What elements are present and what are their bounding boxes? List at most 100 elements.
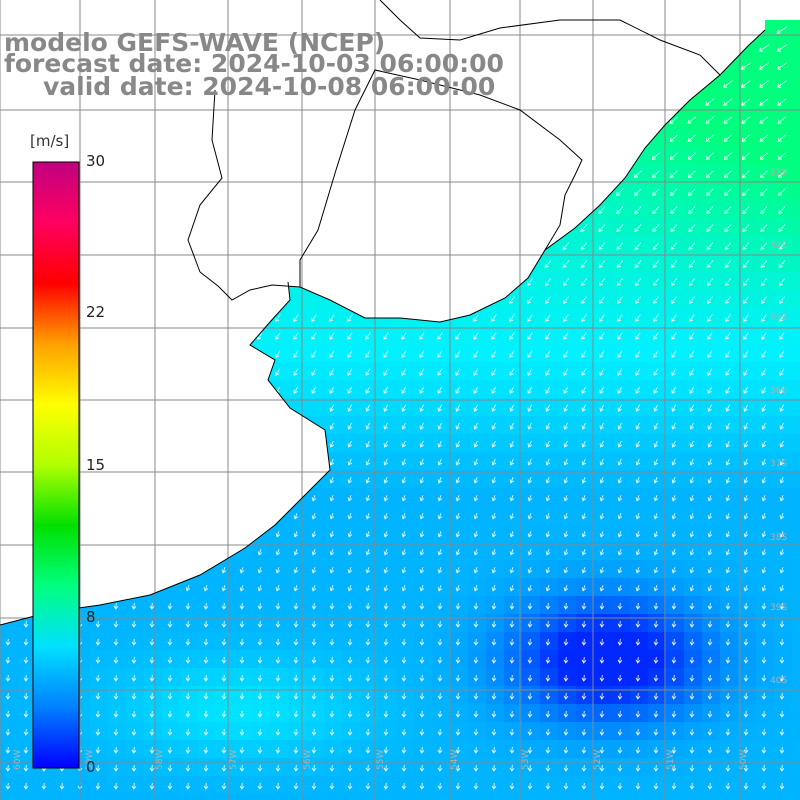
wind-cell bbox=[180, 578, 199, 597]
wind-arrow bbox=[383, 728, 389, 736]
wind-arrow bbox=[347, 404, 352, 412]
wind-arrow bbox=[23, 764, 29, 772]
wind-arrow bbox=[759, 98, 769, 106]
wind-arrow bbox=[419, 350, 425, 358]
wind-arrow bbox=[113, 764, 119, 772]
wind-cell bbox=[648, 380, 667, 399]
wind-arrow bbox=[329, 332, 335, 340]
wind-cell bbox=[396, 758, 415, 777]
wind-arrow bbox=[455, 531, 461, 538]
wind-arrow bbox=[776, 62, 787, 70]
wind-cell bbox=[630, 596, 649, 615]
wind-cell bbox=[270, 596, 289, 615]
wind-cell bbox=[738, 650, 757, 669]
wind-arrow bbox=[581, 638, 587, 646]
wind-arrow bbox=[239, 728, 245, 736]
wind-cell bbox=[594, 632, 613, 651]
wind-arrow bbox=[652, 224, 660, 233]
wind-cell bbox=[738, 218, 757, 237]
wind-cell bbox=[18, 794, 37, 800]
wind-arrow bbox=[671, 513, 677, 520]
wind-arrow bbox=[293, 602, 299, 610]
wind-arrow bbox=[563, 368, 569, 376]
wind-cell bbox=[198, 722, 217, 741]
wind-cell bbox=[522, 578, 541, 597]
longitude-label: 57W bbox=[229, 750, 239, 770]
wind-cell bbox=[396, 578, 415, 597]
wind-cell bbox=[486, 524, 505, 543]
wind-cell bbox=[612, 560, 631, 579]
wind-arrow bbox=[383, 404, 388, 412]
wind-arrow bbox=[670, 278, 677, 286]
wind-arrow bbox=[239, 638, 245, 646]
wind-cell bbox=[288, 614, 307, 633]
wind-cell bbox=[612, 308, 631, 327]
wind-cell bbox=[378, 578, 397, 597]
wind-arrow bbox=[455, 513, 461, 520]
wind-arrow bbox=[761, 638, 767, 646]
wind-cell bbox=[180, 758, 199, 777]
wind-arrow bbox=[687, 116, 697, 124]
wind-arrow bbox=[131, 782, 137, 790]
wind-arrow bbox=[707, 332, 713, 340]
wind-arrow bbox=[653, 764, 659, 772]
wind-cell bbox=[144, 650, 163, 669]
wind-cell bbox=[198, 614, 217, 633]
wind-arrow bbox=[580, 224, 588, 233]
wind-arrow bbox=[239, 656, 245, 664]
wind-arrow bbox=[329, 638, 335, 646]
colorbar-tick-0: 0 bbox=[86, 758, 96, 776]
wind-arrow bbox=[779, 386, 785, 394]
wind-arrow bbox=[509, 440, 514, 448]
wind-cell bbox=[558, 452, 577, 471]
wind-arrow bbox=[185, 674, 191, 682]
wind-arrow bbox=[669, 170, 678, 178]
wind-arrow bbox=[437, 549, 443, 556]
wind-arrow bbox=[491, 692, 497, 700]
wind-arrow bbox=[203, 728, 209, 736]
wind-cell bbox=[792, 38, 800, 57]
wind-arrow bbox=[293, 728, 299, 736]
wind-arrow bbox=[527, 656, 533, 664]
wind-arrow bbox=[509, 296, 515, 304]
wind-cell bbox=[468, 362, 487, 381]
wind-cell bbox=[648, 776, 667, 795]
wind-cell bbox=[630, 578, 649, 597]
wind-cell bbox=[792, 578, 800, 597]
wind-arrow bbox=[473, 404, 478, 412]
wind-arrow bbox=[563, 620, 569, 628]
wind-arrow bbox=[759, 134, 769, 142]
wind-cell bbox=[396, 506, 415, 525]
wind-cell bbox=[702, 524, 721, 543]
wind-cell bbox=[342, 326, 361, 345]
wind-arrow bbox=[563, 314, 569, 323]
wind-arrow bbox=[437, 368, 443, 376]
wind-arrow bbox=[383, 746, 389, 754]
wind-arrow bbox=[545, 620, 551, 628]
wind-arrow bbox=[706, 260, 714, 268]
wind-cell bbox=[720, 650, 739, 669]
wind-arrow bbox=[473, 422, 478, 430]
wind-arrow bbox=[653, 620, 659, 628]
wind-arrow bbox=[544, 260, 552, 268]
wind-arrow bbox=[671, 692, 677, 700]
wind-cell bbox=[360, 362, 379, 381]
wind-arrow bbox=[383, 549, 389, 556]
wind-cell bbox=[396, 776, 415, 795]
wind-cell bbox=[270, 668, 289, 687]
wind-arrow bbox=[329, 782, 335, 790]
wind-arrow bbox=[347, 440, 352, 448]
wind-cell bbox=[270, 704, 289, 723]
wind-cell bbox=[342, 740, 361, 759]
wind-arrow bbox=[167, 710, 173, 718]
wind-cell bbox=[720, 488, 739, 507]
wind-arrow bbox=[401, 764, 407, 772]
wind-cell bbox=[702, 794, 721, 800]
wind-cell bbox=[432, 362, 451, 381]
wind-cell bbox=[684, 578, 703, 597]
wind-cell bbox=[594, 416, 613, 435]
wind-arrow bbox=[651, 170, 660, 178]
wind-cell bbox=[36, 776, 55, 795]
wind-arrow bbox=[401, 567, 407, 574]
wind-arrow bbox=[221, 746, 227, 754]
